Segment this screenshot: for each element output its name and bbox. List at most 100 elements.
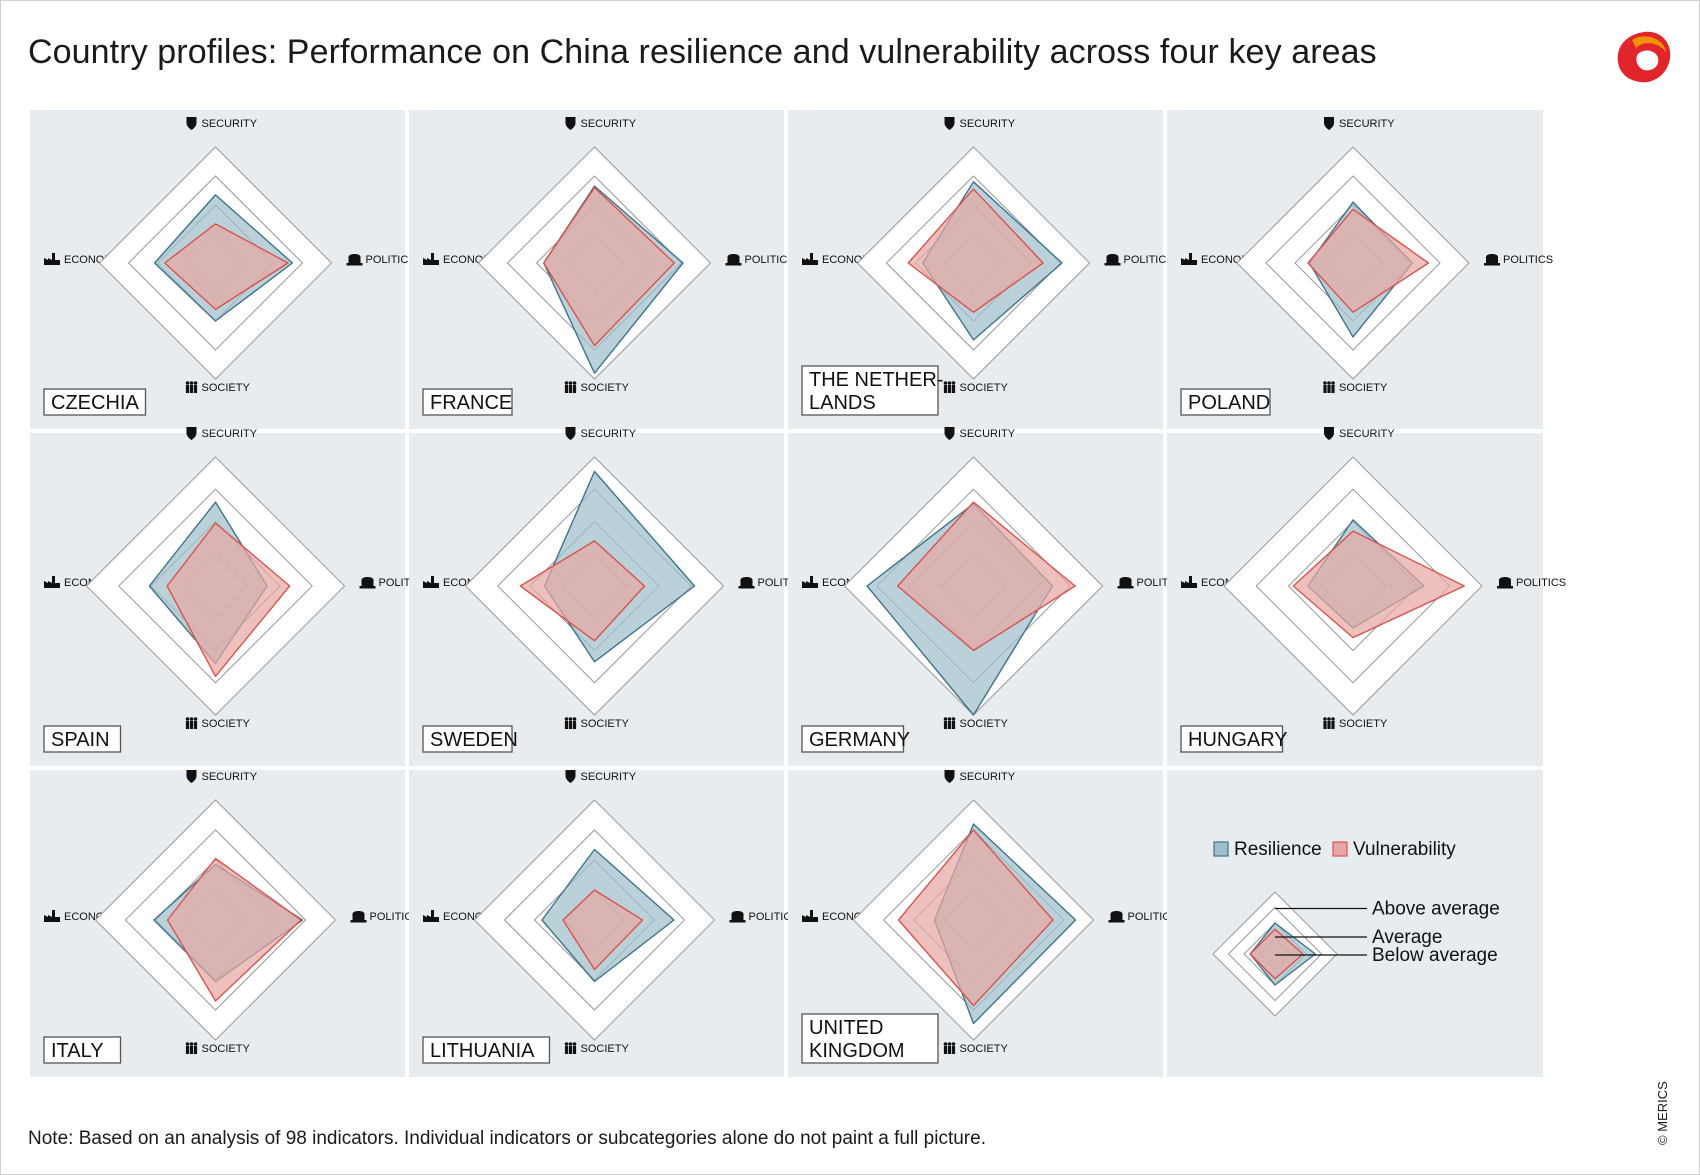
logo-inner-hole xyxy=(1636,50,1659,71)
country-label: ITALY xyxy=(51,1040,104,1062)
axis-label-politics: POLITICS xyxy=(370,911,420,923)
copyright: © MERICS xyxy=(1655,1081,1670,1145)
vulnerability-series xyxy=(562,889,644,971)
page-title: Country profiles: Performance on China r… xyxy=(28,33,1377,71)
radar-ring xyxy=(124,829,307,1011)
vulnerability-series xyxy=(1307,208,1430,314)
vulnerability-series xyxy=(164,223,289,311)
factory-icon xyxy=(1181,253,1197,265)
people-icon xyxy=(564,717,577,729)
axis-label-society: SOCIETY xyxy=(202,1043,251,1055)
radar-ring xyxy=(885,175,1062,351)
people-icon xyxy=(185,717,198,729)
people-icon xyxy=(185,381,198,393)
country-label: GERMANY xyxy=(809,729,910,751)
country-label: UNITED xyxy=(809,1017,883,1039)
parliament-icon xyxy=(359,577,376,589)
logo-orange-swirl xyxy=(1632,36,1666,52)
country-label-box xyxy=(1180,725,1284,753)
axis-label-security: SECURITY xyxy=(960,118,1016,130)
vulnerability-series xyxy=(1249,928,1304,980)
parliament-icon xyxy=(1497,577,1513,589)
radar-panel: Resilience Vulnerability Above average Aver… xyxy=(1167,770,1543,1077)
legend-swatch-vulnerability xyxy=(1332,841,1348,857)
radar-ring xyxy=(127,175,304,351)
factory-icon xyxy=(802,910,818,922)
vulnerability-series xyxy=(166,857,302,1002)
axis-label-security: SECURITY xyxy=(581,428,637,440)
axis-label-politics: POLITICS xyxy=(366,254,416,266)
legend-swatch-resilience xyxy=(1213,841,1229,857)
country-label-box xyxy=(1180,388,1271,416)
axis-label-society: SOCIETY xyxy=(202,382,251,394)
axis-label-politics: POLITICS xyxy=(1128,911,1178,923)
factory-icon xyxy=(44,910,60,922)
legend-label-resilience: Resilience xyxy=(1234,839,1322,860)
legend-below-average: Below average xyxy=(1372,945,1498,966)
country-label-box xyxy=(422,388,513,416)
country-label-box xyxy=(422,725,513,753)
panel-background xyxy=(1167,770,1543,1077)
country-label: LITHUANIA xyxy=(430,1040,535,1062)
axis-label-society: SOCIETY xyxy=(581,382,630,394)
axis-label-security: SECURITY xyxy=(960,771,1016,783)
people-icon xyxy=(943,717,956,729)
axis-label-society: SOCIETY xyxy=(581,1043,630,1055)
radar-panel: SECURITYPOLITICSSOCIETYECONOMYGERMANY xyxy=(788,427,1187,766)
radar-ring xyxy=(118,488,313,684)
axis-label-society: SOCIETY xyxy=(1339,718,1388,730)
factory-icon xyxy=(1181,576,1197,588)
country-label: CZECHIA xyxy=(51,392,139,414)
country-label: LANDS xyxy=(809,392,876,414)
vulnerability-series xyxy=(166,522,291,677)
country-label-box xyxy=(43,388,147,416)
axis-label-politics: POLITICS xyxy=(745,254,795,266)
country-label: SPAIN xyxy=(51,729,110,751)
shield-icon xyxy=(944,117,955,130)
footnote: Note: Based on an analysis of 98 indicat… xyxy=(28,1128,986,1149)
parliament-icon xyxy=(738,577,755,589)
merics-logo xyxy=(1617,31,1671,83)
shield-icon xyxy=(1324,117,1334,130)
radar-ring xyxy=(1227,906,1323,1002)
country-label: FRANCE xyxy=(430,392,512,414)
country-label-box xyxy=(43,1036,122,1064)
parliament-icon xyxy=(350,911,367,923)
factory-icon xyxy=(423,253,439,265)
factory-icon xyxy=(802,576,818,588)
parliament-icon xyxy=(1104,254,1121,266)
country-label: KINGDOM xyxy=(809,1040,905,1062)
vulnerability-series xyxy=(897,501,1076,652)
shield-icon xyxy=(186,427,197,440)
people-icon xyxy=(185,1042,198,1054)
shield-icon xyxy=(565,117,576,130)
country-label-box xyxy=(43,725,122,753)
parliament-icon xyxy=(1108,911,1125,923)
parliament-icon xyxy=(346,254,363,266)
vulnerability-series xyxy=(519,540,646,642)
people-icon xyxy=(943,1042,956,1054)
axis-label-society: SOCIETY xyxy=(581,718,630,730)
axis-label-security: SECURITY xyxy=(202,428,258,440)
factory-icon xyxy=(423,576,439,588)
axis-label-society: SOCIETY xyxy=(1339,382,1388,394)
shield-icon xyxy=(1324,427,1334,440)
factory-icon xyxy=(44,253,60,265)
radar-ring xyxy=(1255,488,1451,684)
country-label: HUNGARY xyxy=(1188,729,1288,751)
radar-ring xyxy=(1265,175,1441,351)
vulnerability-series xyxy=(907,188,1044,314)
radar-ring xyxy=(503,829,686,1011)
axis-label-security: SECURITY xyxy=(202,118,258,130)
country-label-box xyxy=(801,725,905,753)
radar-panel: SECURITYPOLITICSSOCIETYECONOMYSWEDEN xyxy=(409,427,808,766)
vulnerability-series xyxy=(1292,530,1465,639)
factory-icon xyxy=(802,253,818,265)
factory-icon xyxy=(423,910,439,922)
legend-above-average: Above average xyxy=(1372,899,1500,920)
shield-icon xyxy=(186,117,197,130)
